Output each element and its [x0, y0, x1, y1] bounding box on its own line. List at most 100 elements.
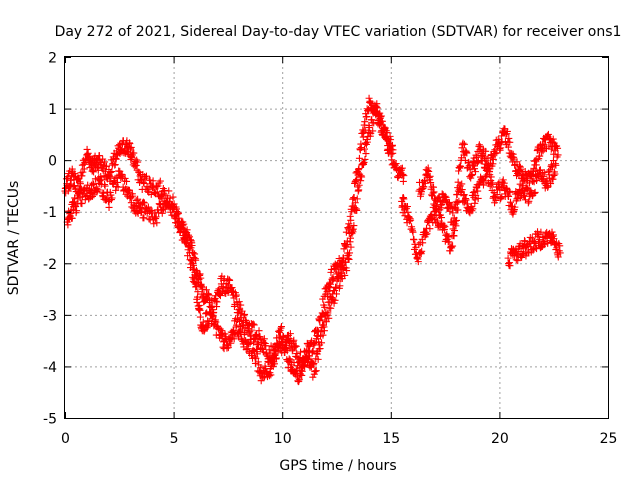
- data-point: [150, 220, 158, 228]
- data-point: [213, 298, 221, 306]
- data-point: [392, 160, 400, 168]
- data-point: [318, 339, 326, 347]
- data-point: [183, 226, 191, 234]
- data-point: [489, 179, 497, 187]
- y-tick-label: -1: [43, 205, 57, 221]
- data-point: [362, 150, 370, 158]
- data-point: [305, 352, 313, 360]
- data-point: [134, 195, 142, 203]
- data-point: [512, 256, 520, 264]
- data-point: [554, 151, 562, 159]
- data-point: [230, 335, 238, 343]
- data-point: [460, 140, 468, 148]
- data-point: [429, 189, 437, 197]
- data-point: [360, 158, 368, 166]
- data-point: [170, 204, 178, 212]
- data-point: [452, 204, 460, 212]
- data-point: [235, 298, 243, 306]
- data-point: [186, 233, 194, 241]
- data-point: [556, 249, 564, 257]
- data-point: [320, 327, 328, 335]
- data-point: [427, 179, 435, 187]
- data-point: [226, 276, 234, 284]
- data-point: [377, 112, 385, 120]
- data-point: [549, 175, 557, 183]
- data-point: [407, 216, 415, 224]
- data-point: [158, 209, 166, 217]
- data-point: [363, 113, 371, 121]
- data-point: [139, 178, 147, 186]
- data-points: [61, 94, 564, 386]
- data-point: [502, 130, 510, 138]
- data-point: [224, 344, 232, 352]
- data-point: [497, 194, 505, 202]
- data-point: [414, 258, 422, 266]
- data-point: [203, 324, 211, 332]
- data-point: [153, 188, 161, 196]
- data-point: [188, 257, 196, 265]
- data-point: [232, 291, 240, 299]
- data-point: [506, 262, 514, 270]
- data-point: [267, 371, 275, 379]
- data-point: [202, 286, 210, 294]
- data-point: [472, 168, 480, 176]
- data-point: [140, 199, 148, 207]
- data-point: [551, 170, 559, 178]
- data-point: [469, 205, 477, 213]
- data-point: [209, 309, 217, 317]
- data-point: [360, 128, 368, 136]
- data-point: [357, 144, 365, 152]
- data-point: [235, 306, 243, 314]
- data-point: [488, 154, 496, 162]
- data-point: [105, 203, 113, 211]
- data-point: [127, 143, 135, 151]
- data-point: [144, 185, 152, 193]
- data-point: [107, 196, 115, 204]
- data-point: [426, 172, 434, 180]
- data-point: [277, 322, 285, 330]
- data-point: [438, 201, 446, 209]
- data-point: [474, 187, 482, 195]
- y-tick-label: 0: [48, 154, 57, 170]
- y-tick-label: 2: [48, 51, 57, 67]
- data-point: [504, 143, 512, 151]
- data-point: [250, 321, 258, 329]
- grid-lines: [65, 57, 608, 418]
- data-point: [399, 170, 407, 178]
- data-point: [326, 280, 334, 288]
- data-point: [249, 346, 257, 354]
- data-point: [260, 335, 268, 343]
- data-point: [314, 355, 322, 363]
- data-point: [547, 180, 555, 188]
- data-point: [350, 222, 358, 230]
- data-point: [145, 215, 153, 223]
- data-point: [241, 310, 249, 318]
- data-point: [528, 177, 536, 185]
- data-point: [259, 374, 267, 382]
- data-point: [255, 327, 263, 335]
- data-point: [76, 180, 84, 188]
- data-point: [186, 249, 194, 257]
- plot-frame: [64, 56, 609, 419]
- data-point: [462, 196, 470, 204]
- data-point: [169, 193, 177, 201]
- axis-ticks: [65, 57, 609, 419]
- data-point: [351, 199, 359, 207]
- data-point: [451, 227, 459, 235]
- data-point: [191, 271, 199, 279]
- data-point: [336, 282, 344, 290]
- data-point: [400, 172, 408, 180]
- data-point: [212, 318, 220, 326]
- y-tick-label: -2: [43, 257, 57, 273]
- data-point: [466, 166, 474, 174]
- y-axis-label: SDTVAR / TECUs: [6, 181, 22, 296]
- data-point: [556, 242, 564, 250]
- data-point: [372, 102, 380, 110]
- data-point: [235, 318, 243, 326]
- data-point: [91, 175, 99, 183]
- data-point: [505, 134, 513, 142]
- data-point: [361, 118, 369, 126]
- data-point: [279, 333, 287, 341]
- data-point: [487, 173, 495, 181]
